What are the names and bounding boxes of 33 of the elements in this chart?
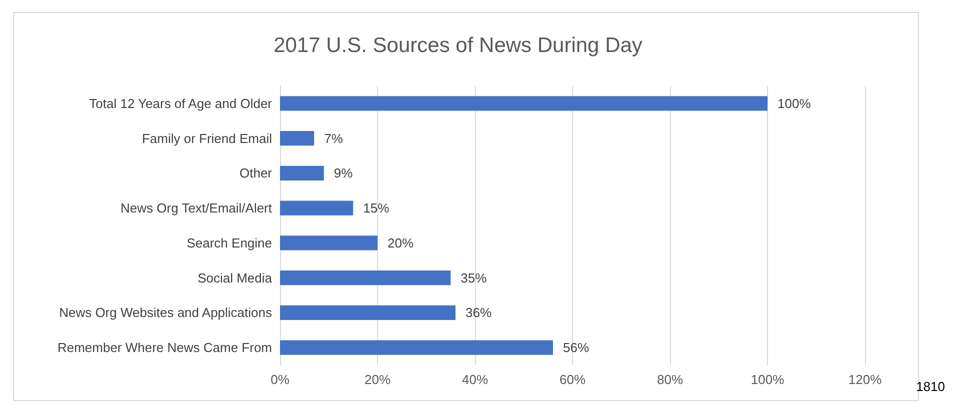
bar xyxy=(280,96,768,111)
data-label: 20% xyxy=(388,235,414,250)
bar xyxy=(280,340,553,355)
chart-title: 2017 U.S. Sources of News During Day xyxy=(274,34,643,57)
y-tick-label: News Org Websites and Applications xyxy=(59,305,272,320)
x-tick-label: 120% xyxy=(848,372,882,387)
data-label: 56% xyxy=(563,340,590,356)
x-tick-label: 40% xyxy=(462,372,488,387)
x-tick-label: 20% xyxy=(364,372,391,387)
bar xyxy=(280,166,324,181)
data-label: 100% xyxy=(778,96,812,111)
data-label: 36% xyxy=(466,305,492,320)
y-tick-label: Other xyxy=(239,166,273,181)
y-tick-label: Family or Friend Email xyxy=(142,130,272,146)
bar xyxy=(280,305,456,320)
x-tick-label: 100% xyxy=(750,372,785,387)
data-label: 15% xyxy=(363,200,390,216)
y-tick-label: Total 12 Years of Age and Older xyxy=(89,96,273,111)
x-tick-label: 0% xyxy=(270,372,290,387)
y-tick-label: Search Engine xyxy=(186,235,272,250)
bar xyxy=(280,270,451,286)
y-tick-label: Social Media xyxy=(198,270,273,286)
data-label: 7% xyxy=(324,130,344,146)
text: 1810 xyxy=(916,379,945,394)
data-label: 9% xyxy=(334,166,354,181)
data-label: 35% xyxy=(460,270,488,286)
y-tick-label: Remember Where News Came From xyxy=(57,340,272,356)
bar xyxy=(280,130,314,146)
x-tick-label: 60% xyxy=(559,372,586,387)
y-tick-label: News Org Text/Email/Alert xyxy=(120,200,272,216)
x-tick-label: 80% xyxy=(656,372,684,387)
bar xyxy=(280,236,378,250)
bar xyxy=(280,200,354,216)
